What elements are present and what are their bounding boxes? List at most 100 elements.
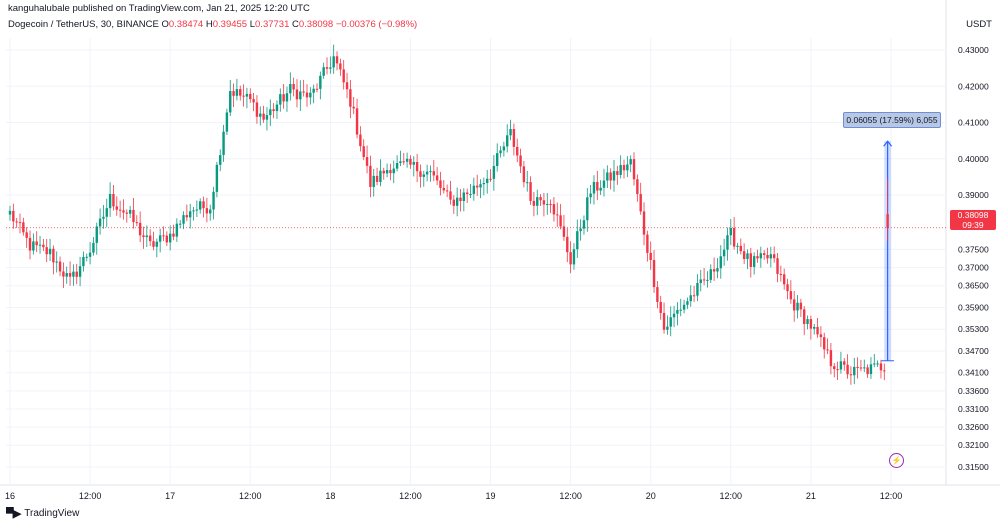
measure-label[interactable]: 0.06055 (17.59%) 6,055 bbox=[843, 112, 941, 128]
candle-body bbox=[72, 271, 75, 277]
candle-body bbox=[212, 191, 215, 210]
measure-arrow-head bbox=[883, 140, 893, 147]
candle-body bbox=[32, 241, 35, 251]
candle-body bbox=[8, 210, 12, 215]
candle-body bbox=[452, 199, 456, 206]
candle-body bbox=[796, 302, 799, 311]
candle-body bbox=[102, 216, 105, 219]
candle-body bbox=[646, 234, 649, 253]
symbol-label[interactable]: Dogecoin / TetherUS, 30, BINANCE bbox=[8, 19, 159, 30]
candle-body bbox=[225, 112, 229, 132]
candle-body bbox=[295, 89, 299, 100]
candle-body bbox=[616, 171, 619, 175]
candle-body bbox=[128, 209, 132, 214]
candle-body bbox=[736, 245, 739, 247]
candle-body bbox=[222, 131, 225, 156]
tradingview-watermark[interactable]: ▀▶ TradingView bbox=[6, 507, 79, 520]
y-tick-label: 0.33600 bbox=[958, 386, 989, 396]
candle-body bbox=[849, 374, 853, 376]
candle-body bbox=[669, 317, 672, 327]
candle-body bbox=[729, 228, 732, 236]
candle-body bbox=[259, 113, 262, 117]
candle-body bbox=[405, 158, 409, 162]
candle-body bbox=[732, 228, 736, 247]
candle-body bbox=[365, 157, 369, 166]
candle-body bbox=[352, 106, 355, 109]
publisher-line: kanguhalubale published on TradingView.c… bbox=[8, 3, 310, 14]
candle-body bbox=[839, 361, 843, 370]
candle-body bbox=[662, 312, 666, 330]
candle-body bbox=[792, 299, 796, 311]
candle-body bbox=[195, 209, 199, 211]
low-label: L bbox=[249, 19, 256, 30]
candle-body bbox=[88, 252, 92, 257]
candle-body bbox=[589, 193, 592, 198]
candle-body bbox=[606, 172, 609, 181]
candle-body bbox=[78, 266, 82, 277]
candle-body bbox=[125, 212, 128, 214]
y-tick-label: 0.37500 bbox=[958, 244, 989, 254]
candle-body bbox=[622, 165, 626, 171]
candle-body bbox=[108, 194, 112, 209]
candle-body bbox=[385, 170, 389, 174]
candle-body bbox=[666, 326, 669, 330]
candle-body bbox=[25, 232, 28, 238]
candle-body bbox=[809, 319, 813, 329]
candle-body bbox=[599, 187, 602, 191]
candle-body bbox=[399, 161, 402, 164]
candle-body bbox=[35, 241, 38, 246]
y-tick-label: 0.35900 bbox=[958, 302, 989, 312]
candle-body bbox=[702, 279, 706, 281]
candle-body bbox=[52, 248, 55, 263]
candle-body bbox=[642, 211, 646, 235]
indicator-icon[interactable]: ⚡ bbox=[889, 453, 904, 468]
x-tick-label: 12:00 bbox=[239, 491, 262, 501]
candle-body bbox=[192, 210, 195, 212]
candle-body bbox=[105, 208, 108, 217]
currency-label[interactable]: USDT bbox=[966, 19, 992, 30]
candle-body bbox=[759, 253, 763, 259]
candle-body bbox=[345, 82, 349, 90]
candle-body bbox=[492, 166, 496, 179]
candle-body bbox=[846, 364, 849, 375]
candle-body bbox=[823, 337, 826, 350]
candle-body bbox=[596, 181, 599, 191]
candle-body bbox=[415, 162, 419, 172]
candle-body bbox=[626, 164, 629, 171]
candle-body bbox=[319, 75, 322, 89]
candle-body bbox=[369, 165, 372, 187]
y-tick-label: 0.40000 bbox=[958, 154, 989, 164]
candle-body bbox=[389, 170, 392, 174]
candle-body bbox=[375, 175, 379, 182]
candle-body bbox=[135, 222, 139, 224]
candle-body bbox=[242, 95, 245, 97]
candle-body bbox=[479, 184, 482, 188]
x-tick-label: 21 bbox=[806, 491, 816, 501]
x-tick-label: 12:00 bbox=[720, 491, 743, 501]
y-tick-label: 0.41000 bbox=[958, 118, 989, 128]
candle-body bbox=[188, 211, 192, 218]
candle-body bbox=[325, 67, 329, 69]
candle-body bbox=[569, 252, 572, 265]
candle-body bbox=[18, 222, 22, 224]
candle-body bbox=[712, 269, 716, 272]
candle-body bbox=[265, 115, 269, 120]
y-tick-label: 0.37000 bbox=[958, 263, 989, 273]
candle-body bbox=[339, 63, 342, 70]
candle-body bbox=[332, 56, 335, 68]
x-tick-label: 19 bbox=[486, 491, 496, 501]
candle-body bbox=[539, 197, 542, 201]
candle-body bbox=[799, 302, 803, 310]
candle-body bbox=[315, 88, 319, 90]
candle-body bbox=[816, 326, 819, 335]
candle-body bbox=[879, 363, 883, 371]
candle-body bbox=[772, 254, 776, 259]
candle-body bbox=[62, 271, 65, 277]
candle-body bbox=[779, 273, 783, 275]
candle-body bbox=[118, 209, 122, 211]
low-value: 0.37731 bbox=[255, 19, 290, 30]
candle-body bbox=[285, 93, 289, 102]
brand-label: TradingView bbox=[24, 508, 80, 519]
candle-body bbox=[532, 200, 536, 206]
